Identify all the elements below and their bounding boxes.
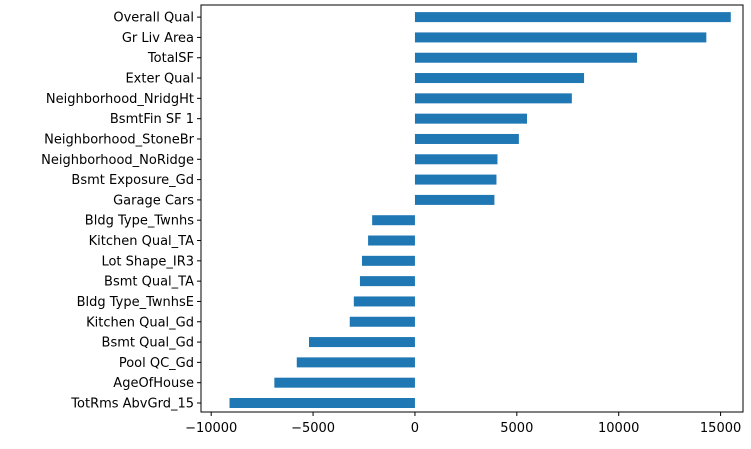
y-tick-label: Neighborhood_NridgHt [46, 92, 194, 107]
bar [414, 113, 528, 124]
bar [414, 73, 585, 84]
bar [229, 398, 415, 408]
bar [368, 235, 415, 246]
y-tick-label: TotRms AbvGrd_15 [70, 397, 194, 412]
y-tick-label: AgeOfHouse [113, 376, 194, 391]
y-tick-label: Bsmt Qual_Gd [102, 336, 194, 351]
x-tick-label: −10000 [185, 421, 237, 436]
bar [414, 12, 731, 23]
bar [414, 52, 638, 63]
y-tick-label: Pool QC_Gd [119, 356, 194, 371]
y-tick-label: Neighborhood_NoRidge [41, 153, 194, 168]
bar [414, 174, 497, 185]
x-tick-label: 15000 [700, 421, 741, 436]
y-tick-label: Kitchen Qual_TA [89, 234, 194, 249]
x-tick-label: 5000 [500, 421, 533, 436]
bar [414, 154, 498, 165]
y-tick-label: Bldg Type_TwnhsE [77, 295, 194, 310]
y-tick-label: Bldg Type_Twnhs [85, 214, 194, 229]
y-tick-label: Gr Liv Area [122, 31, 194, 46]
y-tick-label: Lot Shape_IR3 [101, 254, 194, 269]
x-tick-label: 0 [411, 421, 419, 436]
bar [414, 194, 495, 205]
y-tick-label: Bsmt Qual_TA [104, 275, 194, 290]
y-tick-label: Bsmt Exposure_Gd [71, 173, 194, 188]
x-tick-label: −5000 [291, 421, 335, 436]
bar [414, 93, 572, 104]
bar [414, 32, 707, 43]
bar [308, 337, 415, 348]
bar [359, 276, 415, 287]
bar [296, 357, 415, 368]
y-tick-label: Neighborhood_StoneBr [44, 132, 195, 147]
bars-layer [229, 12, 731, 408]
x-tick-label: 10000 [598, 421, 639, 436]
y-tick-label: TotalSF [147, 51, 194, 66]
bar [274, 377, 415, 388]
y-tick-label: Exter Qual [125, 72, 194, 87]
y-tick-label: BsmtFin SF 1 [110, 112, 194, 127]
bar [349, 316, 415, 327]
bar [372, 215, 415, 226]
y-axis: TotRms AbvGrd_15 AgeOfHouse Pool QC_Gd Bsmt… [41, 11, 201, 412]
x-axis: −10000 −5000 0 5000 10000 15000 [185, 412, 741, 436]
bar [353, 296, 415, 307]
y-tick-label: Kitchen Qual_Gd [86, 315, 194, 330]
bar [361, 255, 415, 266]
bar [414, 133, 519, 144]
y-tick-label: Garage Cars [113, 193, 194, 208]
plot-frame [200, 4, 744, 413]
y-tick-label: Overall Qual [113, 11, 194, 26]
